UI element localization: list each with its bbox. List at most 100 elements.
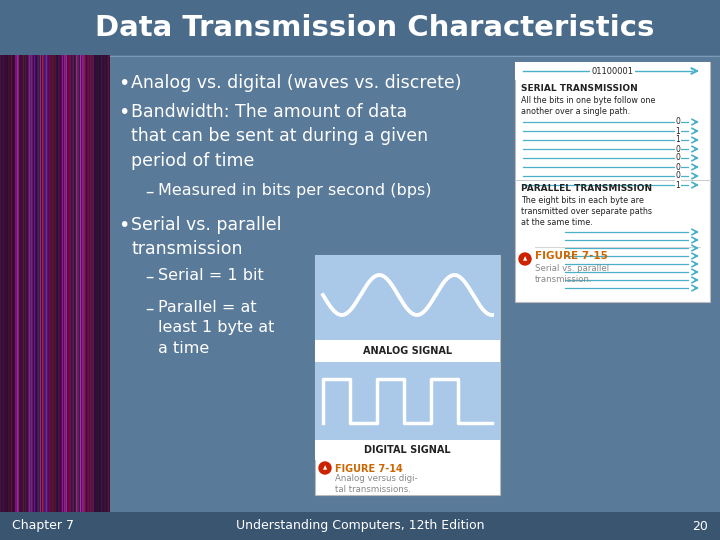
Text: •: • <box>118 74 130 93</box>
FancyBboxPatch shape <box>17 55 18 512</box>
FancyBboxPatch shape <box>93 55 94 512</box>
Text: The eight bits in each byte are
transmitted over separate paths
at the same time: The eight bits in each byte are transmit… <box>521 196 652 227</box>
FancyBboxPatch shape <box>0 0 720 55</box>
FancyBboxPatch shape <box>89 55 90 512</box>
Text: 0: 0 <box>675 145 680 153</box>
FancyBboxPatch shape <box>108 55 109 512</box>
Text: 0: 0 <box>675 163 680 172</box>
Text: Measured in bits per second (bps): Measured in bits per second (bps) <box>158 183 431 198</box>
FancyBboxPatch shape <box>61 55 62 512</box>
FancyBboxPatch shape <box>107 55 108 512</box>
FancyBboxPatch shape <box>71 55 72 512</box>
FancyBboxPatch shape <box>44 55 45 512</box>
Text: 1: 1 <box>675 136 680 145</box>
FancyBboxPatch shape <box>92 55 93 512</box>
FancyBboxPatch shape <box>54 55 55 512</box>
FancyBboxPatch shape <box>76 55 77 512</box>
Text: 20: 20 <box>692 519 708 532</box>
Text: DIGITAL SIGNAL: DIGITAL SIGNAL <box>364 445 451 455</box>
FancyBboxPatch shape <box>21 55 22 512</box>
FancyBboxPatch shape <box>25 55 26 512</box>
FancyBboxPatch shape <box>63 55 64 512</box>
FancyBboxPatch shape <box>78 55 79 512</box>
FancyBboxPatch shape <box>67 55 68 512</box>
Circle shape <box>319 462 331 474</box>
FancyBboxPatch shape <box>10 55 11 512</box>
Text: 1: 1 <box>675 180 680 190</box>
FancyBboxPatch shape <box>12 55 13 512</box>
FancyBboxPatch shape <box>95 55 96 512</box>
FancyBboxPatch shape <box>101 55 102 512</box>
FancyBboxPatch shape <box>515 62 710 80</box>
FancyBboxPatch shape <box>110 55 720 512</box>
FancyBboxPatch shape <box>0 512 720 540</box>
FancyBboxPatch shape <box>98 55 99 512</box>
FancyBboxPatch shape <box>13 55 14 512</box>
FancyBboxPatch shape <box>83 55 84 512</box>
FancyBboxPatch shape <box>64 55 65 512</box>
FancyBboxPatch shape <box>22 55 23 512</box>
FancyBboxPatch shape <box>35 55 36 512</box>
FancyBboxPatch shape <box>27 55 28 512</box>
FancyBboxPatch shape <box>73 55 74 512</box>
FancyBboxPatch shape <box>79 55 80 512</box>
FancyBboxPatch shape <box>19 55 20 512</box>
FancyBboxPatch shape <box>82 55 83 512</box>
Text: FIGURE 7-14: FIGURE 7-14 <box>335 464 402 474</box>
FancyBboxPatch shape <box>48 55 49 512</box>
Circle shape <box>519 253 531 265</box>
FancyBboxPatch shape <box>41 55 42 512</box>
FancyBboxPatch shape <box>31 55 32 512</box>
FancyBboxPatch shape <box>56 55 57 512</box>
FancyBboxPatch shape <box>5 55 6 512</box>
FancyBboxPatch shape <box>94 55 95 512</box>
Text: ▲: ▲ <box>323 465 327 470</box>
Text: Chapter 7: Chapter 7 <box>12 519 74 532</box>
FancyBboxPatch shape <box>50 55 51 512</box>
FancyBboxPatch shape <box>0 55 15 512</box>
FancyBboxPatch shape <box>315 255 500 495</box>
FancyBboxPatch shape <box>87 55 88 512</box>
Text: Data Transmission Characteristics: Data Transmission Characteristics <box>95 14 654 42</box>
Text: Parallel = at
least 1 byte at
a time: Parallel = at least 1 byte at a time <box>158 300 274 356</box>
FancyBboxPatch shape <box>315 340 500 362</box>
FancyBboxPatch shape <box>315 440 500 460</box>
FancyBboxPatch shape <box>23 55 24 512</box>
Text: ANALOG SIGNAL: ANALOG SIGNAL <box>363 346 452 356</box>
FancyBboxPatch shape <box>95 55 110 512</box>
FancyBboxPatch shape <box>60 55 61 512</box>
FancyBboxPatch shape <box>24 55 25 512</box>
FancyBboxPatch shape <box>85 55 95 512</box>
FancyBboxPatch shape <box>102 55 103 512</box>
Text: 0: 0 <box>675 172 680 180</box>
FancyBboxPatch shape <box>103 55 104 512</box>
FancyBboxPatch shape <box>14 55 15 512</box>
Text: 1: 1 <box>675 126 680 136</box>
FancyBboxPatch shape <box>26 55 27 512</box>
FancyBboxPatch shape <box>42 55 43 512</box>
FancyBboxPatch shape <box>11 55 12 512</box>
FancyBboxPatch shape <box>52 55 53 512</box>
FancyBboxPatch shape <box>77 55 78 512</box>
FancyBboxPatch shape <box>6 55 7 512</box>
FancyBboxPatch shape <box>65 55 66 512</box>
FancyBboxPatch shape <box>20 55 21 512</box>
FancyBboxPatch shape <box>85 55 86 512</box>
FancyBboxPatch shape <box>97 55 98 512</box>
Text: Bandwidth: The amount of data
that can be sent at during a given
period of time: Bandwidth: The amount of data that can b… <box>131 103 428 170</box>
Text: Serial vs. parallel
transmission: Serial vs. parallel transmission <box>131 216 282 258</box>
FancyBboxPatch shape <box>16 55 17 512</box>
FancyBboxPatch shape <box>46 55 47 512</box>
FancyBboxPatch shape <box>4 55 5 512</box>
FancyBboxPatch shape <box>105 55 106 512</box>
FancyBboxPatch shape <box>51 55 52 512</box>
FancyBboxPatch shape <box>0 55 1 512</box>
FancyBboxPatch shape <box>109 55 110 512</box>
FancyBboxPatch shape <box>315 362 500 440</box>
Text: Analog versus digi-
tal transmissions.: Analog versus digi- tal transmissions. <box>335 474 418 494</box>
FancyBboxPatch shape <box>15 55 16 512</box>
FancyBboxPatch shape <box>36 55 37 512</box>
FancyBboxPatch shape <box>32 55 33 512</box>
FancyBboxPatch shape <box>7 55 8 512</box>
Text: –: – <box>145 183 153 201</box>
